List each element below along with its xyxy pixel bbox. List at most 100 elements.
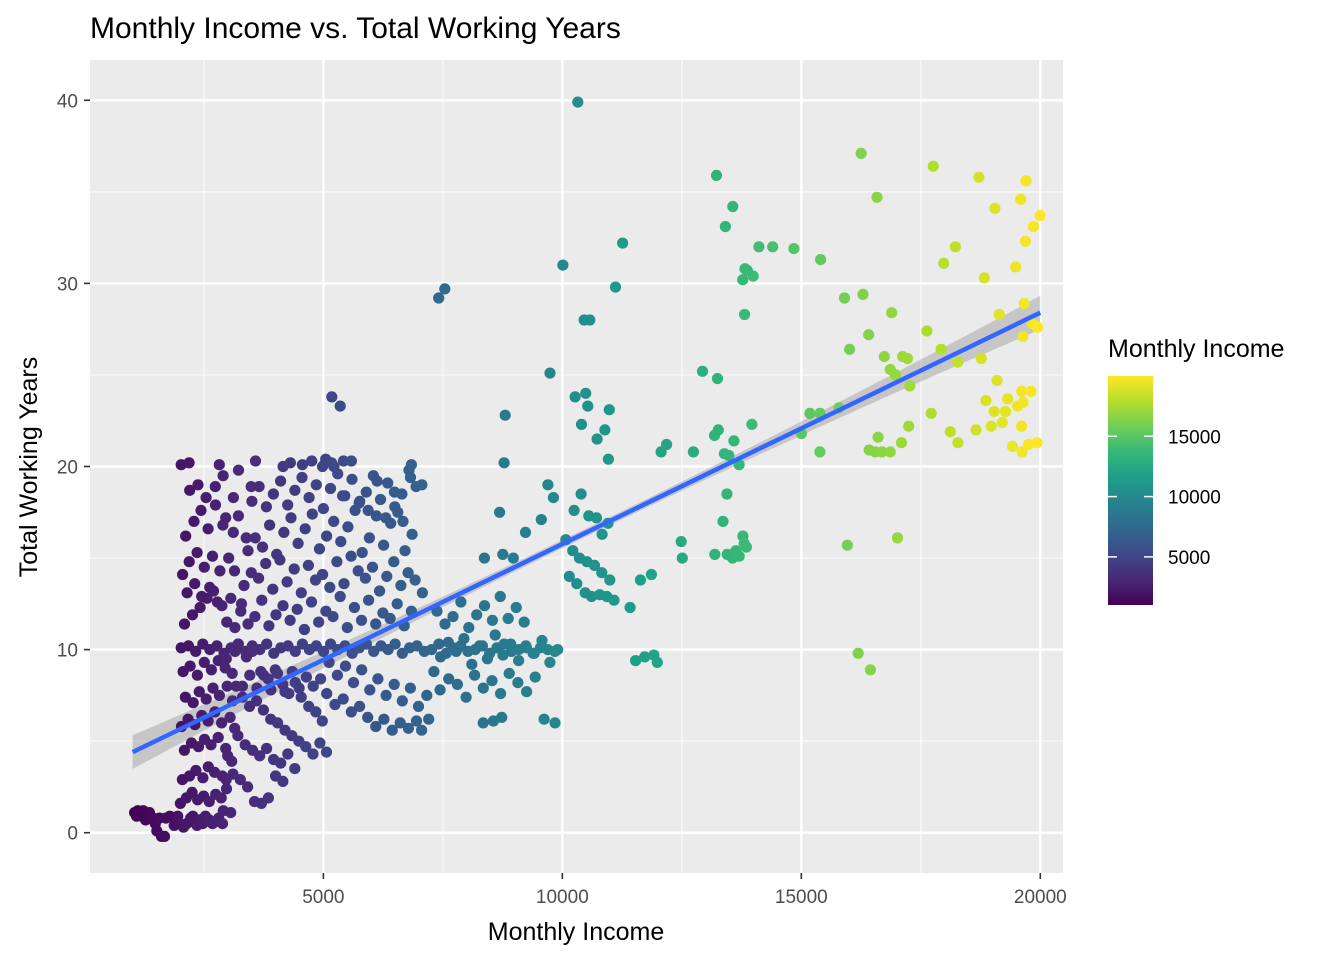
data-point — [458, 633, 470, 645]
data-point — [281, 576, 293, 588]
data-point — [450, 645, 462, 658]
data-point — [852, 647, 864, 659]
x-tick-label: 5000 — [302, 887, 344, 908]
data-point — [200, 693, 212, 705]
data-point — [352, 565, 364, 577]
data-point — [949, 241, 962, 253]
data-point — [404, 471, 417, 484]
data-point — [250, 695, 263, 707]
data-point — [310, 479, 322, 491]
data-point — [261, 742, 273, 755]
data-point — [447, 611, 459, 623]
data-point — [253, 572, 265, 584]
data-point — [249, 532, 261, 544]
data-point — [226, 667, 238, 680]
data-point — [326, 391, 338, 403]
data-point — [370, 510, 382, 522]
data-point — [327, 611, 339, 623]
data-point — [397, 515, 409, 528]
data-point — [316, 715, 328, 727]
data-point — [244, 669, 256, 681]
data-point — [416, 724, 428, 736]
legend-tick-label: 15000 — [1168, 427, 1221, 448]
data-point — [315, 673, 327, 685]
data-point — [421, 689, 433, 702]
data-point — [1002, 393, 1014, 405]
data-point — [271, 667, 284, 680]
data-point — [402, 567, 414, 579]
x-axis: 5000 10000 15000 20000 — [302, 873, 1067, 908]
data-point — [889, 369, 902, 381]
data-point — [507, 552, 519, 564]
x-tick-label: 10000 — [536, 887, 589, 908]
data-point — [306, 508, 318, 520]
data-point — [285, 512, 297, 524]
data-point — [617, 237, 629, 249]
data-point — [489, 629, 501, 641]
data-point — [528, 647, 540, 659]
data-point — [296, 471, 308, 484]
data-point — [271, 548, 283, 561]
data-point — [229, 645, 241, 658]
data-point — [347, 677, 360, 689]
data-point — [300, 741, 312, 753]
data-point — [329, 698, 341, 711]
data-point — [198, 561, 210, 573]
data-point — [952, 437, 964, 449]
data-point — [214, 565, 226, 577]
data-point — [739, 308, 751, 321]
data-point — [328, 515, 340, 528]
data-point — [477, 682, 489, 694]
data-point — [307, 680, 319, 692]
data-point — [891, 532, 904, 544]
data-point — [331, 556, 343, 568]
data-point — [999, 406, 1012, 418]
data-point — [814, 446, 826, 458]
data-point — [378, 539, 390, 551]
data-point — [242, 545, 254, 557]
legend-ticks: 5000 10000 15000 — [1108, 427, 1221, 569]
data-point — [261, 638, 273, 650]
data-point — [406, 528, 418, 540]
data-point — [362, 504, 374, 516]
data-point — [886, 307, 898, 319]
data-point — [944, 426, 956, 438]
data-point — [496, 711, 508, 724]
data-point — [841, 539, 853, 551]
data-point — [975, 352, 987, 365]
data-point — [215, 792, 227, 804]
data-point — [204, 581, 216, 594]
x-axis-title: Monthly Income — [488, 918, 664, 946]
data-point — [389, 501, 401, 513]
data-point — [242, 618, 254, 630]
data-point — [339, 660, 352, 672]
data-point — [1034, 210, 1046, 222]
data-point — [596, 528, 608, 540]
data-point — [486, 675, 498, 687]
y-tick-label: 10 — [57, 641, 78, 662]
data-point — [234, 774, 246, 786]
data-point — [505, 638, 517, 650]
data-point — [494, 506, 506, 518]
data-point — [314, 737, 326, 749]
data-point — [232, 730, 244, 742]
data-point — [229, 622, 241, 634]
data-point — [584, 314, 596, 326]
data-point — [935, 343, 947, 355]
data-point — [346, 473, 358, 485]
data-point — [495, 688, 507, 700]
data-point — [317, 503, 329, 515]
data-point — [518, 616, 530, 628]
data-point — [927, 160, 939, 172]
data-point — [991, 374, 1003, 386]
data-point — [181, 587, 193, 599]
data-point — [753, 241, 765, 253]
data-point — [521, 686, 533, 698]
data-point — [1031, 437, 1043, 449]
data-point — [727, 200, 739, 213]
data-point — [320, 746, 333, 758]
data-point — [788, 243, 800, 255]
data-point — [225, 592, 237, 604]
data-point — [363, 532, 375, 544]
data-point — [1017, 330, 1029, 343]
